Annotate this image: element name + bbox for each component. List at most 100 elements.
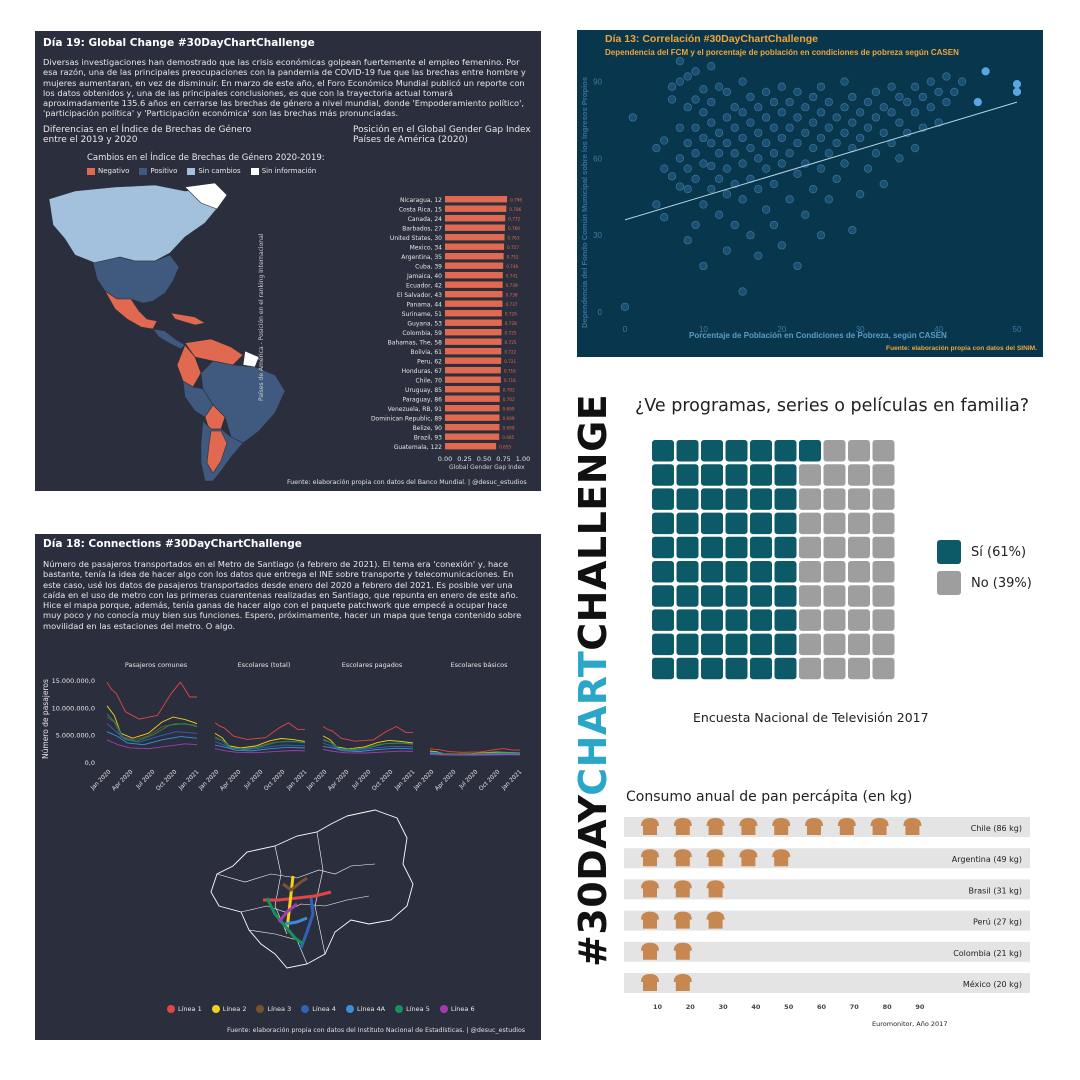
waffle-cell [823,657,846,680]
bread-row-band [624,941,1030,962]
gender-gap-bar [445,348,502,355]
bread-icon [673,849,692,867]
gender-gap-bar [445,300,503,307]
scatter-point [699,85,708,94]
bar-value-label: 0.729 [505,311,517,316]
scatter-point [660,136,669,145]
scatter-point [871,149,880,158]
waffle-cell [848,657,870,680]
p19-source: Fuente: elaboración propia con datos del… [287,479,527,486]
map-caribbean [170,312,206,326]
bar-value-label: 0.728 [505,321,517,326]
scatter-point [958,77,967,86]
passenger-series-line [429,753,521,756]
bar-value-label: 0.655 [499,444,511,449]
gender-gap-bar [445,291,503,298]
scatter-point [777,241,786,250]
waffle-cell [701,536,723,559]
scatter-point [722,87,732,96]
bar-x-tick: 0.00 [438,455,452,463]
waffle-cell [872,512,895,535]
waffle-cell [701,657,723,680]
banner-text: #30DAYCHARTCHALLENGE [571,393,615,967]
legend-linea-1: Línea 1 [167,1005,202,1013]
bar-value-label: 0.702 [503,387,515,392]
scatter-point [730,149,739,158]
scatter-point [652,200,661,209]
waffle-cell [774,609,797,631]
scatter-point [699,108,708,117]
scatter-point [777,82,786,91]
bar-value-label: 0.725 [505,330,517,335]
bar-category-label: Brazil, 93 [414,434,442,441]
waffle-cell [848,464,870,486]
bar-category-label: Argentina, 35 [401,254,442,261]
scatter-x-tick: 10 [699,325,708,334]
bread-row-band [624,817,1030,837]
bread-category-label: Brasil (31 kg) [968,886,1022,895]
bar-value-label: 0.702 [503,397,515,402]
scatter-point [714,82,724,91]
bread-icon [805,818,823,835]
bar-category-label: Peru, 62 [417,358,442,365]
waffle-cell [701,633,723,656]
scatter-point [699,261,708,271]
scatter-point [809,118,818,127]
waffle-cell [799,609,821,631]
scatter-point [1012,80,1022,89]
map-greenland [184,182,228,210]
p18-title: Día 18: Connections #30DayChartChallenge [43,538,302,550]
scatter-point [785,195,794,204]
waffle-cell [676,657,699,680]
scatter-point [769,97,779,107]
bread-x-tick: 90 [915,1003,925,1011]
waffle-cell [676,464,699,486]
p13-subtitle: Dependencia del FCM y el porcentaje de p… [605,48,959,57]
bar-x-tick: 0.25 [457,455,471,463]
waffle-cell [823,536,846,559]
waffle-cell [750,561,772,583]
waffle-cell [676,512,699,535]
gender-gap-bar-chart: Nicaragua, 12 0.796 Costa Rica, 15 0.786 Can… [371,196,530,463]
scatter-point [660,213,669,222]
bar-category-label: Dominican Republic, 89 [371,415,442,422]
waffle-cell [848,536,870,559]
waffle-cell [774,536,797,559]
bread-source: Euromonitor, Año 2017 [872,1020,948,1028]
legend-linea-4: Línea 4 [301,1005,336,1013]
waffle-cell [676,633,699,656]
waffle-cell [774,488,797,510]
scatter-point [746,118,755,127]
scatter-point [722,246,732,255]
waffle-cell [750,585,772,607]
scatter-point [714,174,724,183]
bread-icon [772,818,791,835]
bar-category-label: Nicaragua, 12 [400,197,442,204]
scatter-point [769,149,779,158]
scatter-point [707,118,716,127]
scatter-y-tick: 0 [598,308,603,317]
metro-passengers-line-chart: 15.000.000,0 10.000.000,0 5.000.000,0 0,0 Pa… [52,661,524,792]
gender-gap-bar [445,281,503,288]
line-y-tick: 5.000.000,0 [56,732,95,740]
waffle-cell [872,561,895,583]
scatter-point [683,72,692,81]
bread-row-band [624,973,1030,993]
gender-gap-bar [445,215,506,222]
metro-line-5 [265,897,304,946]
scatter-point [707,161,716,171]
bread-icon [903,818,922,835]
scatter-point [910,108,920,117]
waffle-cell [701,440,723,462]
line-y-tick: 15.000.000,0 [52,677,95,685]
waffle-cell [823,561,846,583]
bar-category-label: Belize, 90 [413,425,443,432]
gender-gap-bar [445,386,500,393]
scatter-point [816,82,826,91]
bread-row-band [624,879,1030,900]
waffle-cell [652,633,674,656]
scatter-x-tick: 20 [777,325,786,334]
scatter-point [950,87,959,96]
scatter-point [691,220,700,230]
scatter-point [856,133,865,143]
